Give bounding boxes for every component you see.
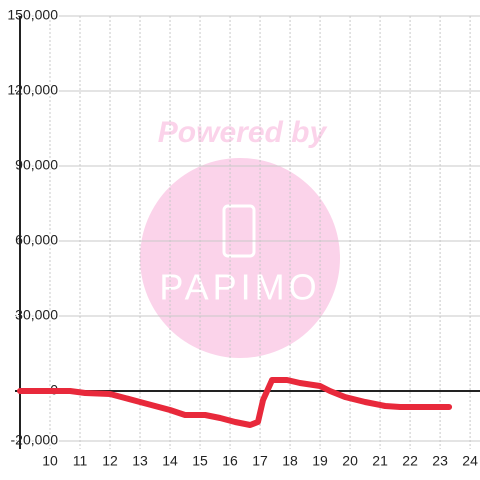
x-tick-label: 11 xyxy=(73,453,88,469)
watermark-title: Powered by xyxy=(158,116,328,149)
x-tick-label: 24 xyxy=(462,453,478,469)
watermark-logo: PAPIMO xyxy=(159,267,320,308)
x-tick-label: 14 xyxy=(162,453,178,469)
x-tick-label: 23 xyxy=(432,453,448,469)
line xyxy=(17,377,453,428)
x-tick-label: 18 xyxy=(282,453,298,469)
x-tick-label: 16 xyxy=(222,453,238,469)
grid xyxy=(20,15,480,449)
y-tick-label: 120,000 xyxy=(7,82,58,98)
x-tick-label: 19 xyxy=(312,453,328,469)
x-tick-label: 21 xyxy=(372,453,388,469)
y-tick-label: 60,000 xyxy=(15,232,58,248)
x-tick-label: 10 xyxy=(42,453,58,469)
y-tick-label: 90,000 xyxy=(15,157,58,173)
x-tick-label: 15 xyxy=(192,453,208,469)
x-tick-label: 12 xyxy=(102,453,118,469)
y-tick-label: 30,000 xyxy=(15,307,58,323)
x-tick-label: 20 xyxy=(342,453,358,469)
y-tick-label: 150,000 xyxy=(7,7,58,23)
watermark-icon xyxy=(222,204,256,258)
x-tick-label: 13 xyxy=(132,453,148,469)
y-tick-label: -20,000 xyxy=(11,432,59,448)
x-tick-label: 22 xyxy=(402,453,418,469)
x-tick-label: 17 xyxy=(252,453,268,469)
